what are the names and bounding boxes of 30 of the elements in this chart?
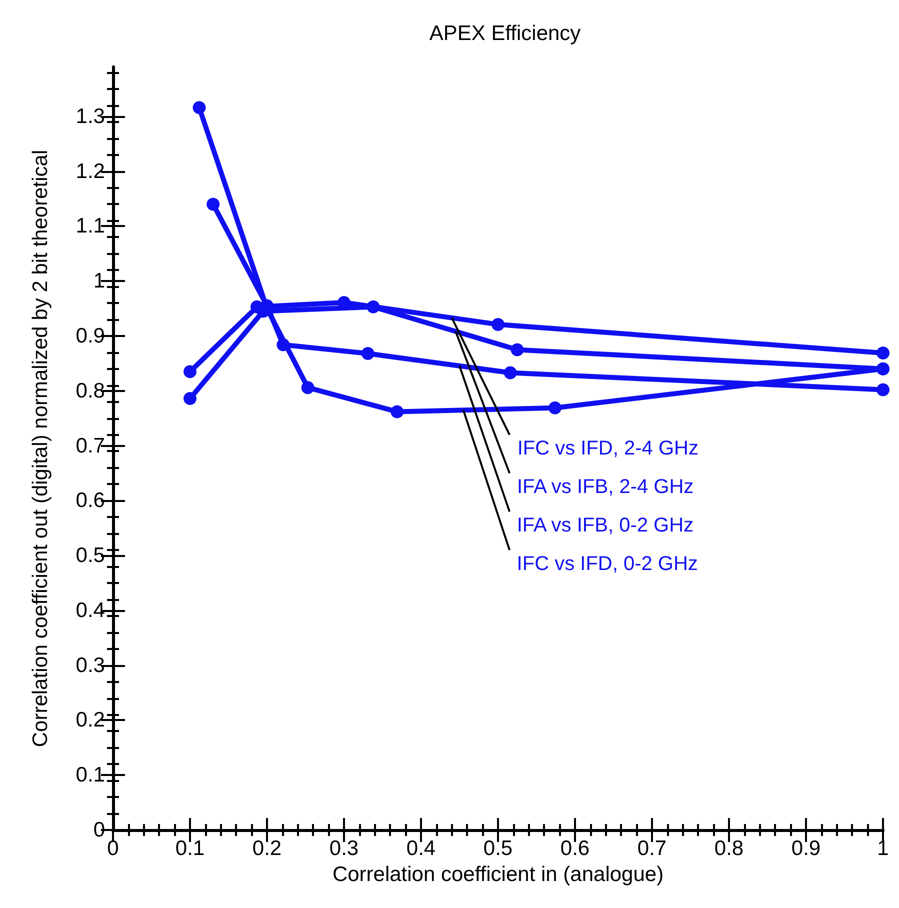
x-tick-label: 0.1 bbox=[175, 837, 205, 860]
x-tick-label: 0.3 bbox=[329, 837, 359, 860]
y-tick-label: 1.2 bbox=[76, 160, 105, 183]
y-tick-label: 0.6 bbox=[76, 489, 105, 512]
x-tick-label: 0 bbox=[107, 837, 119, 860]
text: IFC vs IFD, 0-2 GHz bbox=[516, 552, 698, 575]
x-tick-label: 0.5 bbox=[483, 837, 513, 860]
y-tick-label: 1 bbox=[93, 270, 105, 293]
x-tick-label: 0.4 bbox=[406, 837, 436, 860]
y-tick-label: 0.4 bbox=[76, 598, 106, 622]
y-tick-label: 0.3 bbox=[76, 654, 105, 677]
text: IFA vs IFB, 0-2 GHz bbox=[516, 514, 694, 536]
y-tick-label: 0.5 bbox=[76, 544, 105, 568]
x-tick-label: 0.6 bbox=[560, 837, 590, 860]
y-tick-label: 1.3 bbox=[76, 104, 105, 128]
x-tick-label: 0.9 bbox=[791, 837, 821, 860]
y-axis-title: Correlation coefficient out (digital) normalized by 2 bit theoretical bbox=[29, 150, 52, 748]
x-tick-label: 0.7 bbox=[637, 837, 667, 860]
y-tick-label: 0.1 bbox=[76, 764, 105, 787]
y-tick-label: 0.2 bbox=[76, 708, 105, 732]
y-tick-label: 0.9 bbox=[76, 324, 105, 348]
chart-title: APEX Efficiency bbox=[429, 22, 582, 45]
y-tick-label: 0.7 bbox=[76, 434, 105, 458]
y-tick-label: 1.1 bbox=[76, 214, 105, 238]
x-axis-title: Correlation coefficient in (analogue) bbox=[332, 862, 664, 886]
x-tick-label: 0.2 bbox=[252, 837, 282, 860]
x-tick-label: 0.8 bbox=[714, 837, 744, 860]
y-tick-label: 0.8 bbox=[76, 379, 105, 402]
text: IFC vs IFD, 2-4 GHz bbox=[517, 437, 698, 460]
text: IFA vs IFB, 2-4 GHz bbox=[516, 476, 694, 498]
